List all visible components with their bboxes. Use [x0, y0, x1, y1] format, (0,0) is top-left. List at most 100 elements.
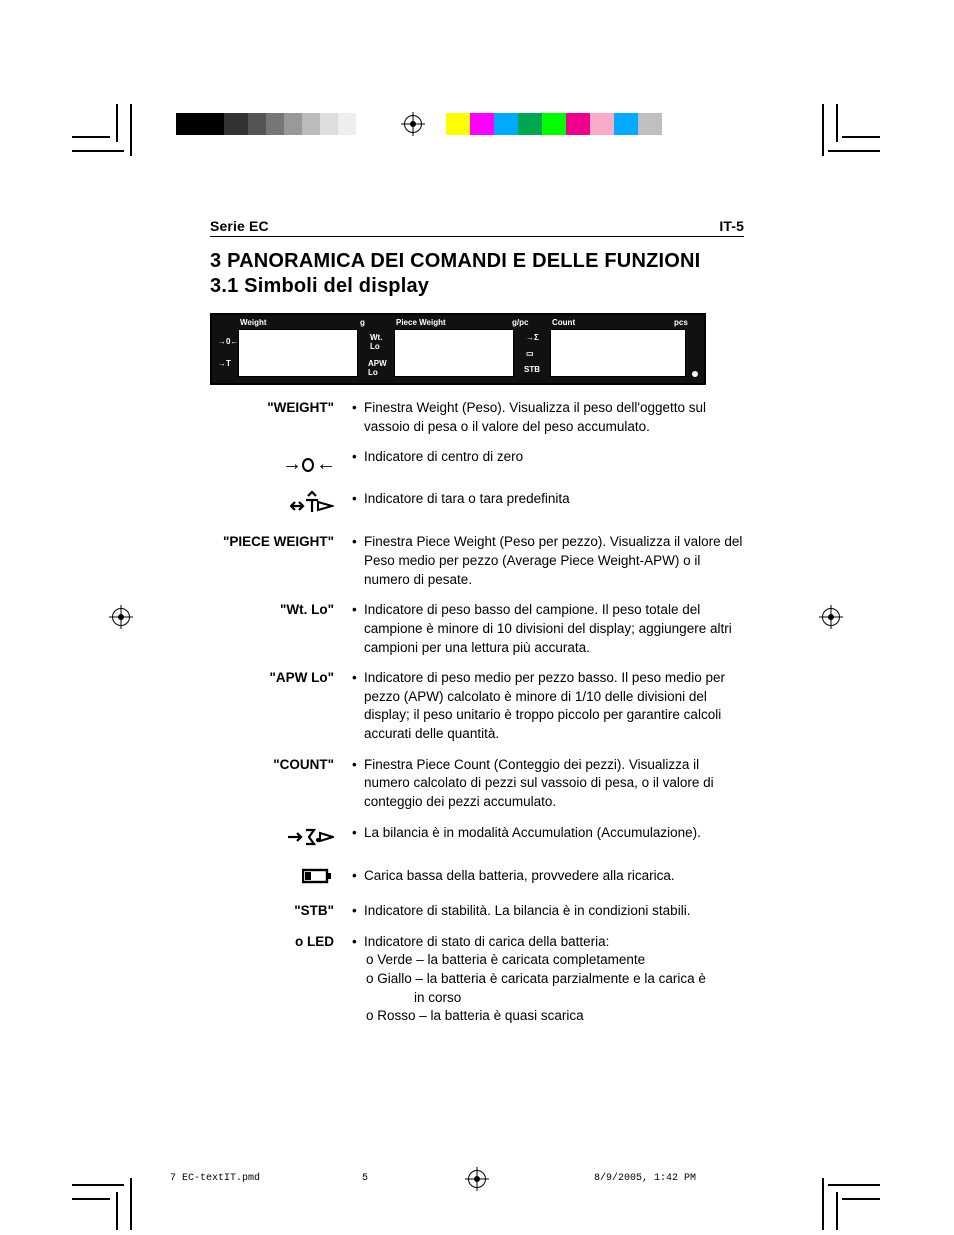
definition-term: "STB"	[210, 902, 352, 920]
bullet-dot-icon: •	[352, 902, 364, 921]
definition-text: Finestra Piece Count (Conteggio dei pezz…	[364, 756, 744, 812]
sigma-accumulation-icon	[286, 824, 334, 855]
definition-row: "COUNT"•Finestra Piece Count (Conteggio …	[210, 756, 744, 812]
definition-description: •Indicatore di peso basso del campione. …	[352, 601, 744, 657]
registration-grayscale-bar	[176, 113, 356, 135]
panel-side-sigma: →Σ	[526, 333, 539, 342]
bullet-dot-icon: •	[352, 533, 364, 589]
reg-swatch	[470, 113, 494, 135]
crop-mark	[72, 1184, 124, 1186]
definition-text: Carica bassa della batteria, provvedere …	[364, 867, 675, 886]
crop-mark	[72, 1198, 110, 1200]
registration-target-icon	[404, 115, 422, 133]
crop-mark	[842, 136, 880, 138]
definition-text: Indicatore di centro di zero	[364, 448, 523, 467]
definition-term: "PIECE WEIGHT"	[210, 533, 352, 551]
section-title-1: 3 PANORAMICA DEI COMANDI E DELLE FUNZION…	[210, 249, 744, 274]
definition-row: •La bilancia è in modalità Accumulation …	[210, 824, 744, 855]
panel-label-piece: Piece Weight	[396, 318, 446, 327]
definition-bullet: •Indicatore di peso basso del campione. …	[352, 601, 744, 657]
bullet-dot-icon: •	[352, 490, 364, 509]
definition-subline: in corso	[352, 989, 744, 1008]
definition-description: •Indicatore di peso medio per pezzo bass…	[352, 669, 744, 744]
definition-bullet: •Carica bassa della batteria, provvedere…	[352, 867, 744, 886]
panel-led-icon	[692, 371, 698, 377]
definition-description: •Finestra Weight (Peso). Visualizza il p…	[352, 399, 744, 436]
definition-bullet: •Indicatore di centro di zero	[352, 448, 744, 467]
panel-side-apwlo: APW Lo	[368, 359, 387, 377]
definition-bullet: •Indicatore di stato di carica della bat…	[352, 933, 744, 952]
reg-swatch	[590, 113, 614, 135]
crop-mark	[836, 104, 838, 142]
definition-subline: o Giallo – la batteria è caricata parzia…	[352, 970, 744, 989]
reg-swatch	[446, 113, 470, 135]
definition-bullet: •La bilancia è in modalità Accumulation …	[352, 824, 744, 843]
reg-swatch	[566, 113, 590, 135]
definition-row: "WEIGHT"•Finestra Weight (Peso). Visuali…	[210, 399, 744, 436]
definition-row: "PIECE WEIGHT"•Finestra Piece Weight (Pe…	[210, 533, 744, 589]
page-body: Serie EC IT-5 3 PANORAMICA DEI COMANDI E…	[210, 218, 744, 1038]
crop-mark	[822, 1178, 824, 1230]
section-title-2: 3.1 Simboli del display	[210, 274, 744, 299]
crop-mark	[116, 104, 118, 142]
definition-row: "STB"•Indicatore di stabilità. La bilanc…	[210, 902, 744, 921]
panel-unit-g: g	[360, 318, 365, 327]
definition-term	[210, 867, 352, 890]
definition-row: "Wt. Lo"•Indicatore di peso basso del ca…	[210, 601, 744, 657]
panel-side-tare: →T	[218, 359, 231, 368]
bullet-dot-icon: •	[352, 601, 364, 657]
registration-target-icon	[112, 608, 130, 626]
reg-swatch	[302, 113, 320, 135]
footer-pagenum: 5	[362, 1173, 594, 1184]
definition-term: "APW Lo"	[210, 669, 352, 687]
definition-description: •La bilancia è in modalità Accumulation …	[352, 824, 744, 843]
definition-term	[210, 824, 352, 855]
definition-text: Indicatore di stato di carica della batt…	[364, 933, 609, 952]
bullet-dot-icon: •	[352, 448, 364, 467]
reg-swatch	[614, 113, 638, 135]
definition-text: Indicatore di peso basso del campione. I…	[364, 601, 744, 657]
definition-bullet: •Finestra Piece Count (Conteggio dei pez…	[352, 756, 744, 812]
definition-term	[210, 490, 352, 521]
crop-mark	[836, 1192, 838, 1230]
bullet-dot-icon: •	[352, 824, 364, 843]
crop-mark	[130, 104, 132, 156]
definition-text: Indicatore di tara o tara predefinita	[364, 490, 570, 509]
definition-description: •Indicatore di stabilità. La bilancia è …	[352, 902, 744, 921]
reg-swatch	[200, 113, 224, 135]
definition-row: o LED•Indicatore di stato di carica dell…	[210, 933, 744, 1026]
battery-low-icon	[302, 867, 334, 890]
display-panel-figure: Weight g Piece Weight g/pc Count pcs →0←…	[210, 313, 706, 385]
crop-mark	[72, 150, 124, 152]
definition-term: "Wt. Lo"	[210, 601, 352, 619]
definition-row: •Indicatore di tara o tara predefinita	[210, 490, 744, 521]
panel-side-stb: STB	[524, 365, 540, 374]
bullet-dot-icon: •	[352, 399, 364, 436]
definition-term: "WEIGHT"	[210, 399, 352, 417]
running-head: Serie EC IT-5	[210, 218, 744, 237]
definition-description: •Indicatore di tara o tara predefinita	[352, 490, 744, 509]
definition-row: "APW Lo"•Indicatore di peso medio per pe…	[210, 669, 744, 744]
definition-text: Indicatore di stabilità. La bilancia è i…	[364, 902, 690, 921]
crop-mark	[72, 136, 110, 138]
crop-mark	[822, 104, 824, 156]
panel-window-piece	[394, 329, 514, 377]
bullet-dot-icon: •	[352, 669, 364, 744]
bullet-dot-icon: •	[352, 756, 364, 812]
definition-text: Finestra Piece Weight (Peso per pezzo). …	[364, 533, 744, 589]
panel-label-weight: Weight	[240, 318, 267, 327]
crop-mark	[828, 1184, 880, 1186]
reg-swatch	[638, 113, 662, 135]
panel-side-wtlo: Wt. Lo	[370, 333, 382, 351]
registration-target-icon	[822, 608, 840, 626]
definition-row: →← •Indicatore di centro di zero	[210, 448, 744, 478]
reg-swatch	[284, 113, 302, 135]
crop-mark	[828, 150, 880, 152]
definition-term: "COUNT"	[210, 756, 352, 774]
bullet-dot-icon: •	[352, 933, 364, 952]
definition-description: •Finestra Piece Count (Conteggio dei pez…	[352, 756, 744, 812]
definition-bullet: •Finestra Weight (Peso). Visualizza il p…	[352, 399, 744, 436]
reg-swatch	[266, 113, 284, 135]
zero-center-icon: →←	[282, 448, 334, 478]
reg-swatch	[320, 113, 338, 135]
